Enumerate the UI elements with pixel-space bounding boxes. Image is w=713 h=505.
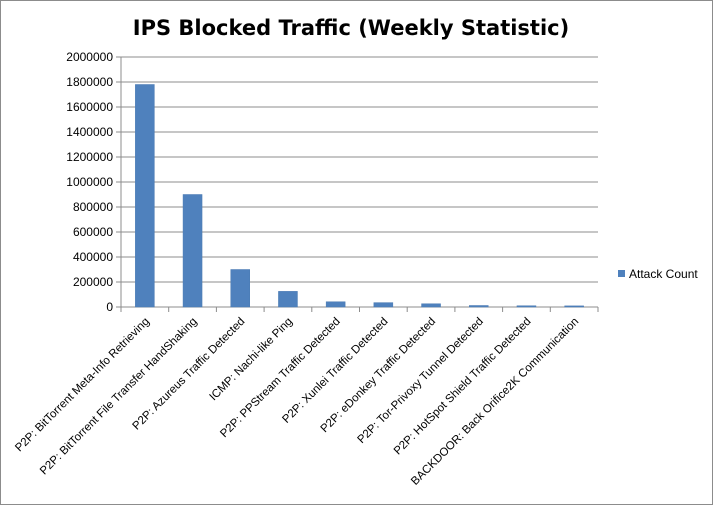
bar	[278, 291, 298, 308]
y-tick-label: 1400000	[66, 125, 113, 139]
y-tick-label: 400000	[73, 250, 113, 264]
bar	[516, 305, 537, 308]
y-tick-label: 1000000	[66, 175, 113, 189]
bar	[182, 194, 203, 308]
y-tick-label: 1800000	[66, 75, 113, 89]
y-tick-label: 1600000	[66, 100, 113, 114]
bar	[135, 84, 155, 308]
bars	[135, 84, 584, 308]
legend-label-attack-count: Attack Count	[629, 267, 698, 281]
bar	[421, 303, 441, 308]
y-tick-label: 200000	[73, 275, 113, 289]
y-tick-label: 1200000	[66, 150, 113, 164]
y-axis-ticks: 0 200000 400000 600000 800000 1000000 1200000 1…	[66, 50, 121, 314]
category-label: BACKDOOR: Back Orifice2K Communication	[409, 316, 581, 488]
y-tick-label: 0	[106, 300, 113, 314]
bar	[469, 305, 489, 308]
bar	[564, 305, 584, 308]
bar	[325, 301, 346, 308]
y-tick-label: 600000	[73, 225, 113, 239]
bar	[230, 269, 250, 308]
x-axis-category-labels: P2P: BitTorrent Meta-Info RetrievingP2P:…	[13, 316, 581, 488]
y-tick-label: 2000000	[66, 50, 113, 64]
legend-swatch	[618, 270, 625, 277]
legend: Attack Count	[618, 267, 698, 281]
category-label: ICMP: Nachi-like Ping	[208, 316, 296, 404]
y-tick-label: 800000	[73, 200, 113, 214]
chart-title: IPS Blocked Traffic (Weekly Statistic)	[133, 16, 569, 40]
bar	[373, 302, 394, 308]
